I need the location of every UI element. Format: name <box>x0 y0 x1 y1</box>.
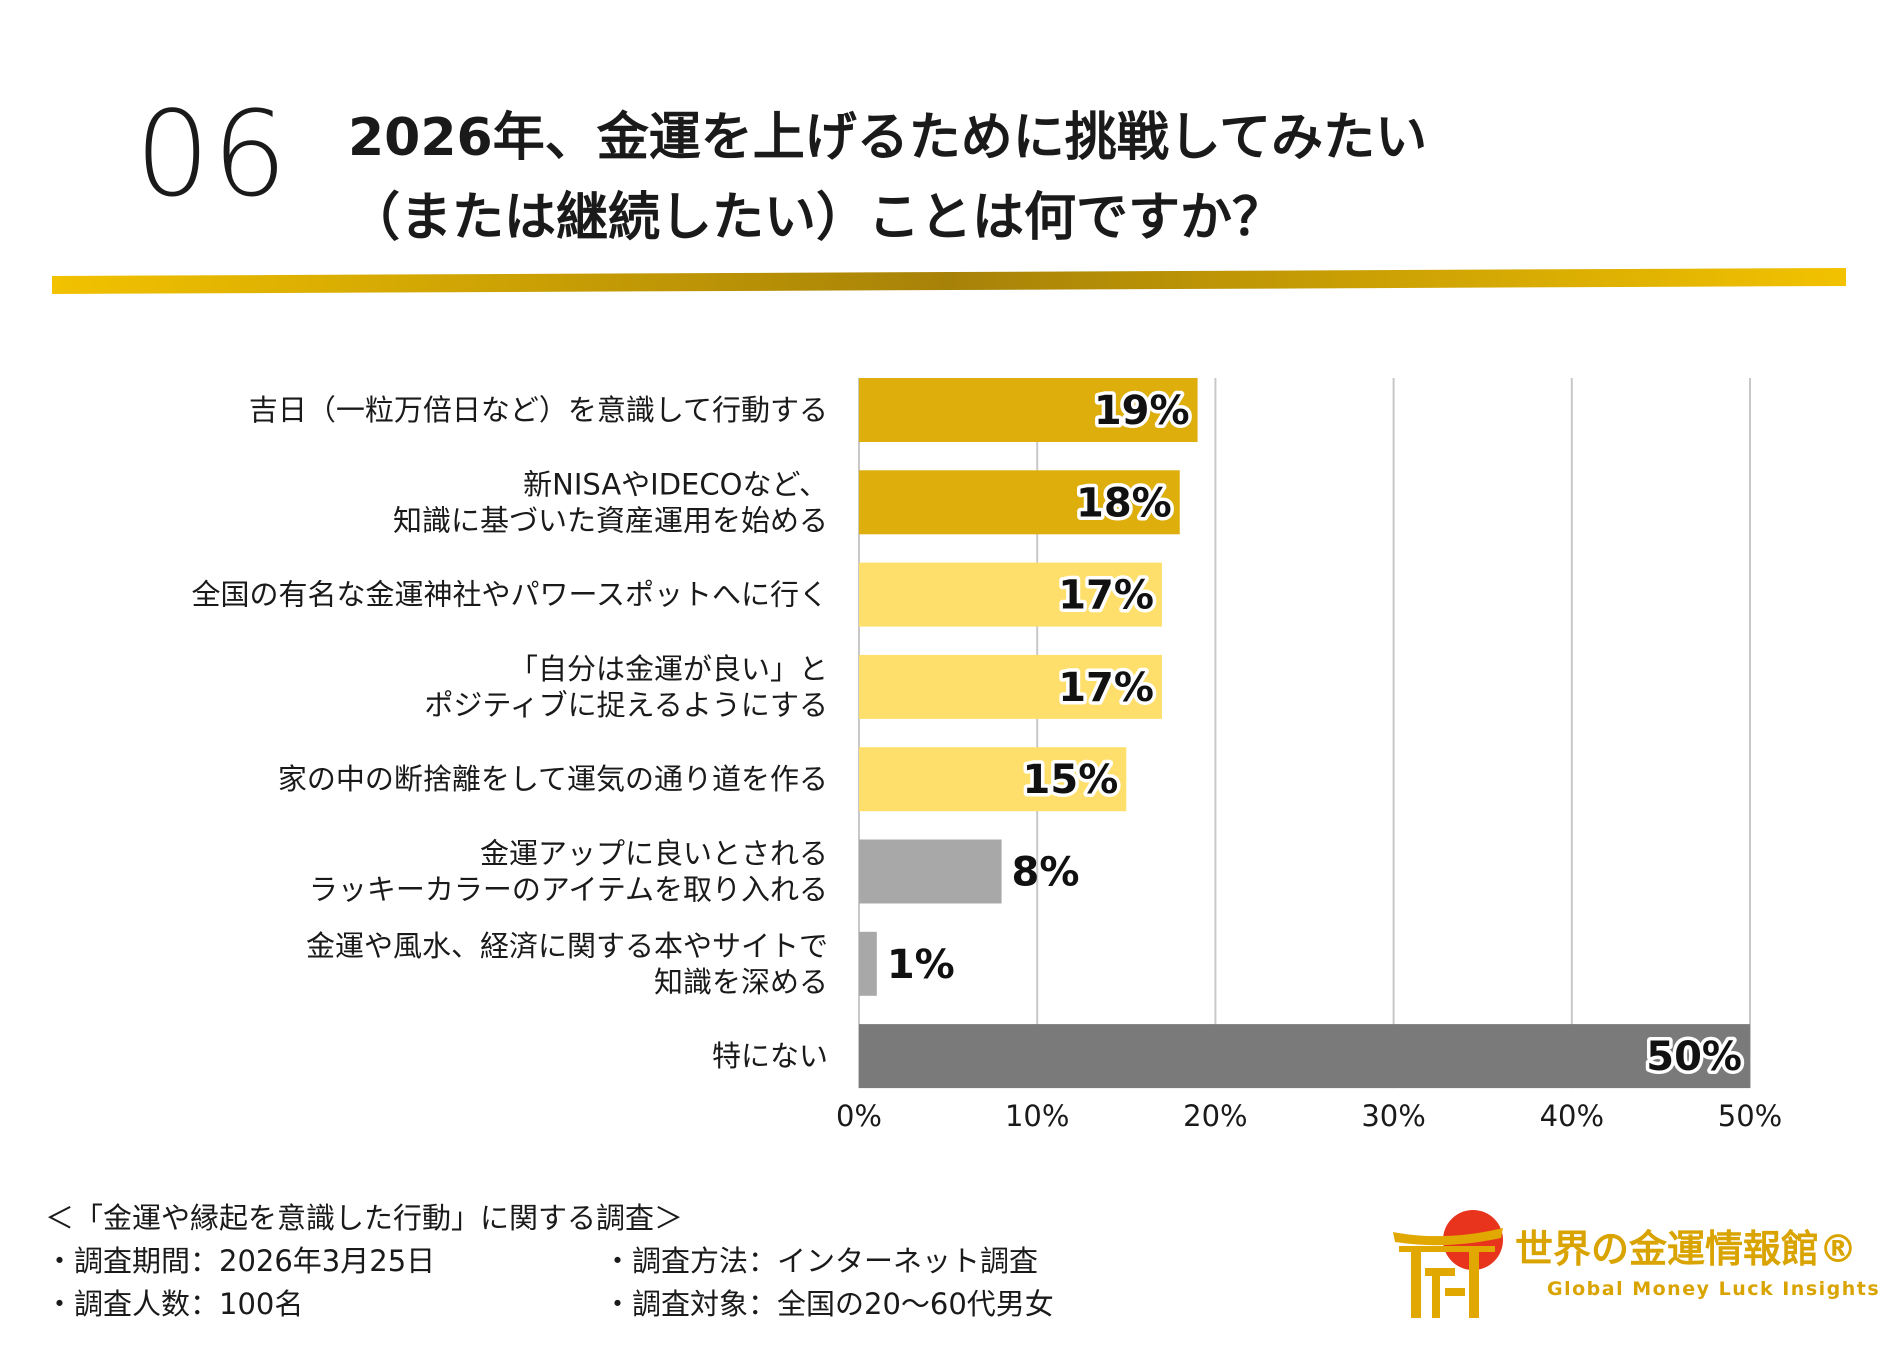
survey-title: ＜「金運や縁起を意識した行動」に関する調査＞ <box>45 1201 684 1235</box>
bar <box>859 839 1002 904</box>
category-label: 吉日（一粒万倍日など）を意識して行動する <box>249 393 828 427</box>
torii-logo-icon <box>1393 1210 1503 1318</box>
x-tick-label: 10% <box>1005 1099 1069 1133</box>
bar-value-label: 15% <box>1023 757 1119 803</box>
question-title-line1: 2026年、金運を上げるために挑戦してみたい <box>348 108 1428 168</box>
bar-value-label: 18% <box>1076 480 1172 526</box>
category-label: 特にない <box>712 1039 828 1073</box>
survey-info: ＜「金運や縁起を意識した行動」に関する調査＞ ・調査期間：2026年3月25日 … <box>45 1197 1054 1326</box>
bar-value-label: 50% <box>1646 1034 1742 1080</box>
category-label: 金運アップに良いとされるラッキーカラーのアイテムを取り入れる <box>309 837 828 907</box>
x-tick-label: 30% <box>1361 1099 1425 1133</box>
category-label: 家の中の断捨離をして運気の通り道を作る <box>278 762 828 796</box>
brand-logo: 世界の金運情報館® Global Money Luck Insights <box>1385 1208 1879 1328</box>
header-rule <box>52 268 1846 294</box>
bar-value-label: 1% <box>887 942 955 988</box>
question-title: 2026年、金運を上げるために挑戦してみたい （または継続したい）ことは何ですか… <box>348 98 1427 258</box>
question-number: 06 <box>135 85 290 223</box>
bar <box>859 747 1127 812</box>
x-tick-label: 40% <box>1540 1099 1604 1133</box>
bar-value-label: 8% <box>1012 850 1080 896</box>
bar-value-label: 19% <box>1094 388 1190 434</box>
bar-value-label: 17% <box>1058 665 1154 711</box>
brand-tagline: Global Money Luck Insights <box>1547 1278 1881 1300</box>
bar-value-label: 17% <box>1058 573 1154 619</box>
category-label: 金運や風水、経済に関する本やサイトで知識を深める <box>306 929 828 999</box>
survey-period: ・調査期間：2026年3月25日 <box>45 1244 436 1278</box>
x-tick-label: 50% <box>1718 1099 1782 1133</box>
survey-target: ・調査対象：全国の20〜60代男女 <box>603 1287 1054 1321</box>
bar <box>859 470 1180 535</box>
category-label: 「自分は金運が良い」とポジティブに捉えるようにする <box>424 652 828 722</box>
bar <box>859 378 1198 442</box>
brand-name: 世界の金運情報館® <box>1515 1227 1858 1271</box>
bar <box>859 931 877 996</box>
category-label: 全国の有名な金運神社やパワースポットへに行く <box>191 578 828 612</box>
bar <box>859 562 1162 627</box>
question-title-line2: （または継続したい）ことは何ですか？ <box>348 188 1285 248</box>
bar-chart: 0% 10% 20% 30% 40% 50% 吉日（一粒万倍日など）を意識して行動する 19%… <box>191 378 1782 1133</box>
survey-method: ・調査方法：インターネット調査 <box>603 1244 1039 1278</box>
x-tick-label: 0% <box>836 1099 882 1133</box>
survey-count: ・調査人数：100名 <box>45 1287 304 1321</box>
bar <box>859 654 1162 719</box>
bar <box>859 1024 1750 1089</box>
category-label: 新NISAやIDECOなど、知識に基づいた資産運用を始める <box>393 467 828 537</box>
x-tick-label: 20% <box>1183 1099 1247 1133</box>
